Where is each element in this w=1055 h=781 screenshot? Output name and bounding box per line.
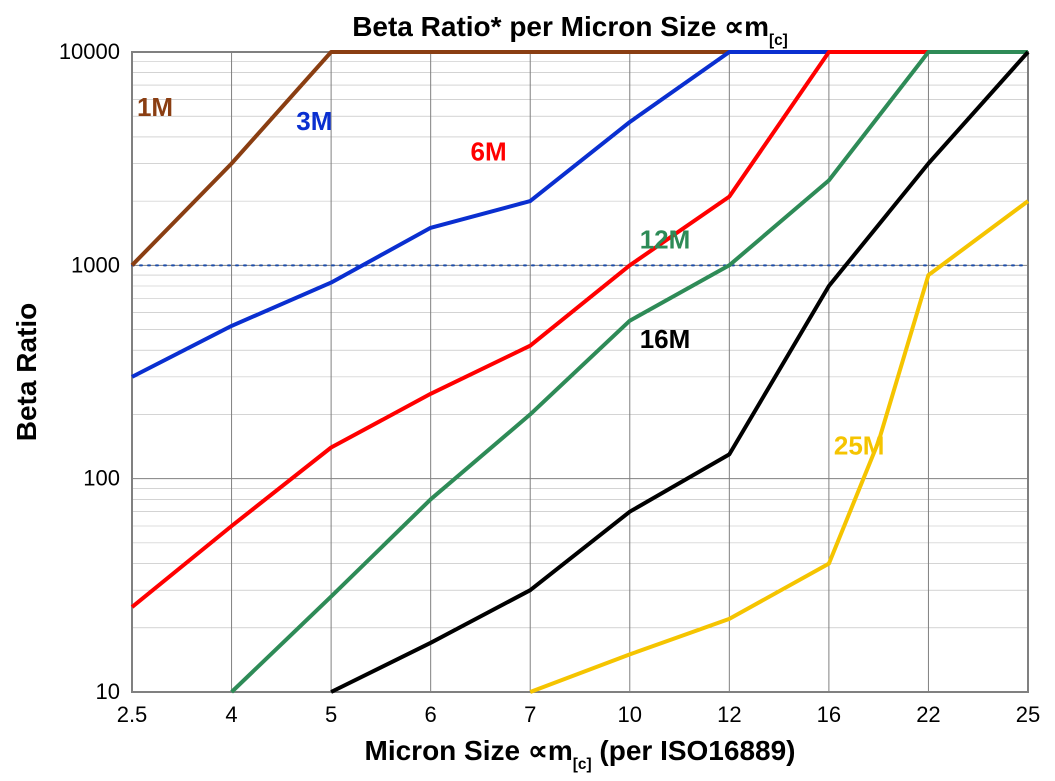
series-label-6m: 6M bbox=[470, 137, 506, 167]
series-label-25m: 25M bbox=[834, 430, 885, 460]
x-tick-label: 16 bbox=[817, 702, 841, 727]
x-tick-label: 4 bbox=[225, 702, 237, 727]
y-tick-label: 10 bbox=[96, 679, 120, 704]
y-tick-label: 10000 bbox=[59, 39, 120, 64]
series-label-3m: 3M bbox=[296, 106, 332, 136]
x-tick-label: 22 bbox=[916, 702, 940, 727]
x-tick-label: 2.5 bbox=[117, 702, 148, 727]
series-label-16m: 16M bbox=[640, 324, 691, 354]
series-label-1m: 1M bbox=[137, 92, 173, 122]
y-tick-label: 1000 bbox=[71, 252, 120, 277]
x-tick-label: 5 bbox=[325, 702, 337, 727]
x-tick-label: 7 bbox=[524, 702, 536, 727]
x-tick-label: 12 bbox=[717, 702, 741, 727]
y-axis-title: Beta Ratio bbox=[11, 303, 42, 441]
series-label-12m: 12M bbox=[640, 224, 691, 254]
x-tick-label: 10 bbox=[618, 702, 642, 727]
x-tick-label: 6 bbox=[425, 702, 437, 727]
beta-ratio-chart: 1M 3M 6M 12M 16M 25M 2.5 4 5 6 7 10 12 16 22 25 10 100 100… bbox=[0, 0, 1055, 781]
x-tick-label: 25 bbox=[1016, 702, 1040, 727]
y-tick-label: 100 bbox=[83, 466, 120, 491]
chart-svg: 1M 3M 6M 12M 16M 25M 2.5 4 5 6 7 10 12 16 22 25 10 100 100… bbox=[0, 0, 1055, 781]
